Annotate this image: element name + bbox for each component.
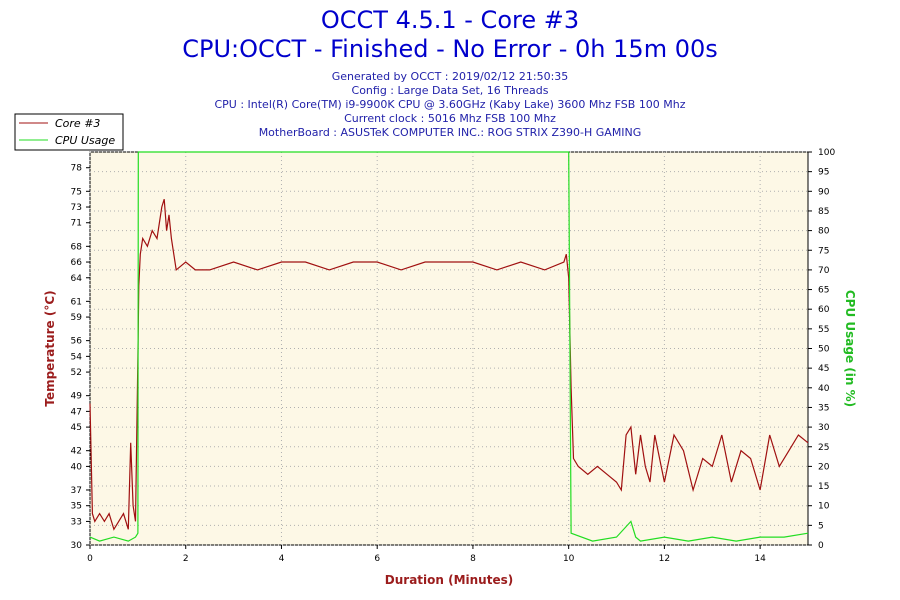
info-config: Config : Large Data Set, 16 Threads <box>351 84 549 97</box>
legend: Core #3 CPU Usage <box>14 113 124 151</box>
right-axis-ticks: 0 5 10 15 20 25 30 35 40 45 50 55 60 65 70 75 80 85 90 95 10… <box>808 148 835 551</box>
y-right-tick-label-1: 5 <box>818 521 824 531</box>
y-tick-label-17: 71 <box>71 219 82 229</box>
info-cpu: CPU : Intel(R) Core(TM) i9-9900K CPU @ 3… <box>214 98 686 111</box>
y-right-tick-label-8: 40 <box>818 384 830 394</box>
y-tick-label-6: 45 <box>71 423 82 433</box>
x-tick-label-4: 8 <box>470 554 476 564</box>
y-tick-label-10: 54 <box>71 352 83 362</box>
y-right-tick-label-4: 20 <box>818 462 830 472</box>
y-tick-label-16: 68 <box>71 242 83 252</box>
y-right-tick-label-0: 0 <box>818 541 824 551</box>
y-right-tick-label-2: 10 <box>818 502 830 512</box>
legend-box <box>14 113 124 151</box>
y-tick-label-9: 52 <box>71 368 82 378</box>
x-tick-label-7: 14 <box>754 554 766 564</box>
series-line-cpu-usage <box>89 151 809 542</box>
chart-subtitle: CPU:OCCT - Finished - No Error - 0h 15m … <box>182 35 718 63</box>
y-tick-label-3: 37 <box>71 486 82 496</box>
y-right-tick-label-9: 45 <box>818 364 829 374</box>
x-tick-label-6: 12 <box>659 554 670 564</box>
y-right-axis-label: CPU Usage (in %) <box>843 290 857 407</box>
y-right-tick-label-11: 55 <box>818 325 829 335</box>
y-tick-label-18: 73 <box>71 203 82 213</box>
y-right-tick-label-19: 95 <box>818 168 829 178</box>
y-tick-label-4: 40 <box>71 462 83 472</box>
y-right-tick-label-16: 80 <box>818 227 830 237</box>
y-tick-label-14: 64 <box>71 274 83 284</box>
info-clock: Current clock : 5016 Mhz FSB 100 Mhz <box>344 112 556 125</box>
info-generated: Generated by OCCT : 2019/02/12 21:50:35 <box>331 70 569 83</box>
x-tick-label-1: 2 <box>183 554 189 564</box>
y-tick-label-5: 42 <box>71 447 82 457</box>
y-right-tick-label-15: 75 <box>818 246 829 256</box>
y-tick-label-19: 75 <box>71 187 82 197</box>
y-right-tick-label-20: 100 <box>818 148 835 158</box>
y-right-tick-label-10: 50 <box>818 345 830 355</box>
legend-label-cpu-usage: CPU Usage <box>55 134 115 147</box>
y-right-tick-label-18: 90 <box>818 187 830 197</box>
x-axis-label: Duration (Minutes) <box>385 573 513 587</box>
y-axis-label: Temperature (°C) <box>43 290 57 406</box>
chart-title: OCCT 4.5.1 - Core #3 <box>320 6 580 34</box>
y-tick-label-20: 78 <box>71 164 83 174</box>
y-right-tick-label-12: 60 <box>818 305 830 315</box>
x-tick-label-5: 10 <box>563 554 575 564</box>
y-right-tick-label-3: 15 <box>818 482 829 492</box>
y-tick-label-12: 59 <box>71 313 83 323</box>
x-tick-label-0: 0 <box>87 554 93 564</box>
left-axis-ticks: 30 33 35 37 40 42 45 47 49 52 54 56 59 61 64 66 68 71 73 75… <box>71 164 90 551</box>
y-tick-label-15: 66 <box>71 258 83 268</box>
y-right-tick-label-6: 30 <box>818 423 830 433</box>
y-right-tick-label-5: 25 <box>818 443 829 453</box>
y-tick-label-13: 61 <box>71 297 82 307</box>
x-axis-ticks: 0 2 4 6 8 10 12 14 <box>87 545 766 564</box>
y-tick-label-7: 47 <box>71 407 82 417</box>
y-tick-label-11: 56 <box>71 337 83 347</box>
y-right-tick-label-7: 35 <box>818 403 829 413</box>
y-right-tick-label-17: 85 <box>818 207 829 217</box>
series-layer <box>89 151 809 542</box>
y-tick-label-2: 35 <box>71 502 82 512</box>
y-tick-label-0: 30 <box>71 541 83 551</box>
x-tick-label-3: 6 <box>374 554 380 564</box>
x-tick-label-2: 4 <box>279 554 285 564</box>
info-motherboard: MotherBoard : ASUSTeK COMPUTER INC.: ROG… <box>258 126 642 139</box>
series-line-core3 <box>89 199 809 531</box>
legend-label-core3: Core #3 <box>55 117 100 130</box>
y-tick-label-1: 33 <box>71 517 82 527</box>
y-right-tick-label-14: 70 <box>818 266 830 276</box>
grid-lines <box>89 151 808 546</box>
plot-area <box>89 151 809 546</box>
y-right-tick-label-13: 65 <box>818 286 829 296</box>
y-tick-label-8: 49 <box>71 392 83 402</box>
